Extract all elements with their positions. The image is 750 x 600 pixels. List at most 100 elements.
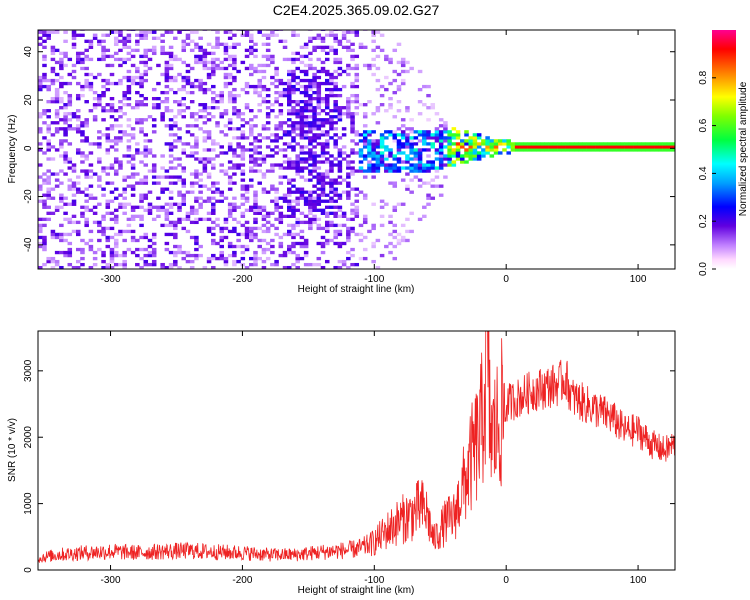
spectrogram-cell [299,133,305,137]
spectrogram-cell [422,130,427,134]
spectrogram-cell [405,142,410,146]
spectrogram-cell [278,81,284,86]
spectrogram-cell [46,181,51,185]
spectrogram-cell [535,148,541,152]
spectrogram-cell [122,190,127,194]
spectrogram-cell [350,30,355,34]
spectrogram-cell [371,175,376,179]
spectrogram-cell [54,250,60,255]
spectrogram-cell [84,66,89,71]
spectrogram-cell [278,253,284,258]
spectrogram-cell [460,142,465,146]
spectrogram-cell [101,232,106,237]
spectrogram-cell [113,118,119,122]
spectrogram-cell [253,48,258,53]
spectrogram-cell [122,96,127,101]
spectrogram-cell [362,103,368,107]
spectrogram-cell [278,127,284,131]
spectrogram-cell [320,109,326,113]
spectrogram-cell [303,93,309,98]
spectrogram-cell [324,142,330,146]
spectrogram-cell [388,232,393,237]
spectrogram-cell [320,187,326,191]
spectrogram-cell [236,244,241,249]
spectrogram-cell [244,54,250,59]
spectrogram-cell [80,247,85,252]
spectrogram-cell [38,163,43,167]
spectrogram-cell [299,127,305,131]
spectrogram-cell [295,121,300,125]
spectrogram-cell [447,139,452,143]
spectrogram-cell [422,103,427,107]
spectrogram-cell [396,109,402,113]
spectrogram-cell [240,184,246,188]
spectrogram-cell [232,208,237,212]
spectrogram-cell [202,184,208,188]
spectrogram-cell [426,148,431,152]
spectrogram-cell [375,66,381,71]
spectrogram-cell [333,187,338,191]
spectrogram-cell [63,39,68,43]
spectrogram-cell [645,148,651,152]
spectrogram-cell [472,145,478,149]
spectrogram-cell [438,151,444,155]
spectrogram-cell [177,202,182,206]
spectrogram-cell [312,184,317,188]
spectrogram-cell [295,142,300,146]
spectrogram-cell [392,154,398,158]
spectrogram-cell [63,51,68,56]
spectrogram-cell [287,190,292,194]
spectrogram-cell [215,190,220,194]
spectrogram-cell [409,211,414,215]
spectrogram-cell [261,136,267,140]
spectrogram-cell [464,160,469,164]
spectrogram-cell [181,256,187,261]
spectrogram-cell [616,145,621,149]
spectrogram-cell [341,223,347,228]
spectrogram-cell [329,109,334,113]
spectrogram-cell [67,100,73,104]
spectrogram-cell [63,157,68,161]
spectrogram-cell [291,145,296,149]
spectrogram-cell [181,250,187,255]
spectrogram-cell [426,163,431,167]
spectrogram-cell [350,187,355,191]
spectrogram-cell [447,154,452,158]
spectrogram-cell [257,90,262,95]
spectrogram-cell [464,130,469,134]
spectrogram-cell [253,160,258,164]
spectrogram-cell [282,253,288,258]
spectrogram-cell [67,127,73,131]
spectrogram-cell [109,226,115,231]
spectrogram-cell [287,163,292,167]
spectrogram-cell [164,214,170,218]
spectrogram-cell [320,151,326,155]
spectrogram-cell [206,160,212,164]
spectrogram-cell [274,136,279,140]
spectrogram-cell [375,54,381,59]
spectrogram-cell [282,90,288,95]
spectrogram-cell [303,166,309,170]
spectrogram-cell [662,145,668,149]
spectrogram-cell [451,148,457,152]
spectrogram-cell [468,139,473,143]
spectrogram-cell [354,96,360,101]
spectrogram-cell [113,262,119,267]
spectrogram-cell [308,96,313,101]
spectrogram-cell [400,81,406,86]
spectrogram-cell [42,223,47,228]
spectrogram-cell [341,36,347,40]
spectrogram-cell [324,139,330,143]
spectrogram-cell [185,142,191,146]
spectrogram-cell [105,181,111,185]
spectrogram-cell [194,220,199,225]
spectrogram-cell [219,199,224,203]
spectrogram-cell [400,223,406,228]
spectrogram-cell [118,166,123,170]
spectrogram-cell [211,60,216,65]
spectrogram-cell [122,75,127,80]
spectrogram-cell [438,133,444,137]
spectrogram-frame [37,29,676,270]
spectrogram-cell [97,247,102,252]
spectrogram-cell [362,154,368,158]
